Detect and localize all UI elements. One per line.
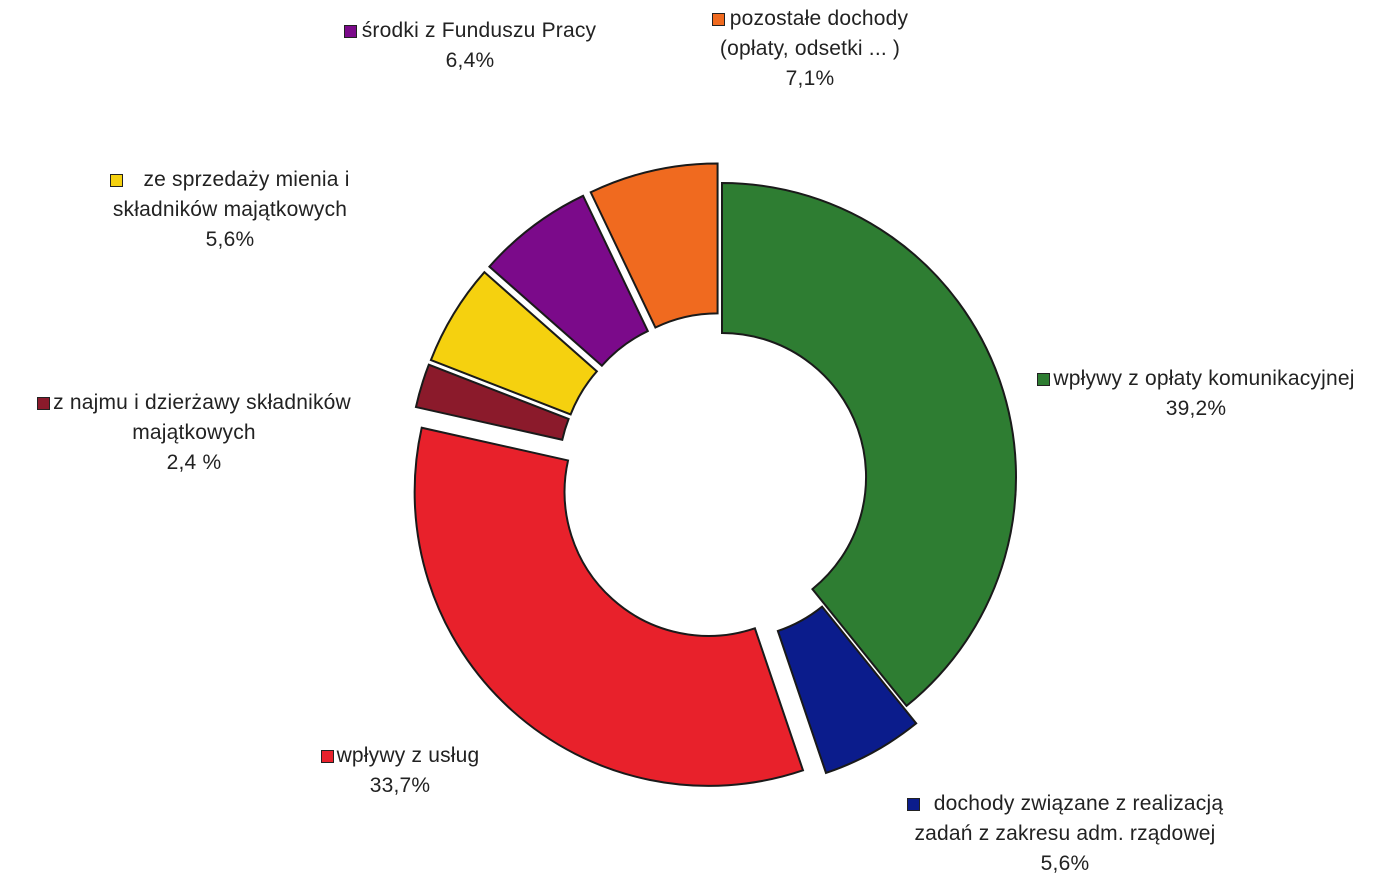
donut-slice-sprzedaz-mienia <box>429 270 599 416</box>
legend-swatch <box>711 13 725 26</box>
legend-swatch <box>906 798 920 811</box>
legend-swatch <box>320 750 334 763</box>
legend-label-uslugi: wpływy z usług 33,7% <box>290 741 510 801</box>
legend-label-zadania-rzadowe: dochody związane z realizacją zadań z za… <box>870 789 1260 879</box>
legend-label-pozostale: pozostałe dochody (opłaty, odsetki ... )… <box>670 4 950 94</box>
legend-swatch <box>343 25 357 38</box>
legend-label-fundusz-pracy: środki z Funduszu Pracy 6,4% <box>320 16 620 76</box>
legend-swatch <box>1037 373 1051 386</box>
donut-slice-zadania-rzadowe <box>776 605 918 775</box>
donut-slice-fundusz-pracy <box>487 194 650 368</box>
legend-label-oplata-komunikacyjna: wpływy z opłaty komunikacyjnej 39,2% <box>1016 364 1376 424</box>
donut-slice-uslugi <box>413 426 805 787</box>
donut-slice-pozostale <box>589 162 719 329</box>
legend-label-sprzedaz-mienia: ze sprzedaży mienia i składników majątko… <box>80 165 380 255</box>
legend-label-najem: z najmu i dzierżawy składników majątkowy… <box>14 388 374 478</box>
donut-slice-oplata-komunikacyjna <box>721 181 1017 708</box>
donut-slice-najem <box>414 363 570 441</box>
legend-swatch <box>37 397 51 410</box>
legend-swatch <box>110 174 124 187</box>
